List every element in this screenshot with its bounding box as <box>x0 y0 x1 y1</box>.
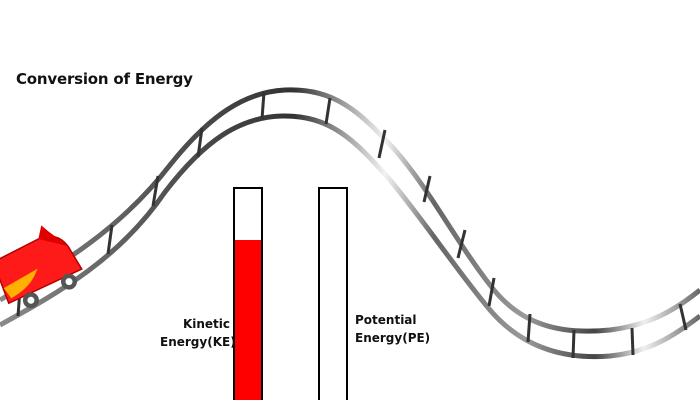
kinetic-energy-label-line1: Kinetic <box>182 317 230 331</box>
track-lower-rail <box>0 113 700 360</box>
page-title: Conversion of Energy <box>16 70 193 88</box>
kinetic-energy-fill <box>235 239 261 400</box>
kinetic-energy-label-line2: Energy(KE) <box>160 335 236 349</box>
potential-energy-label-line1: Potential <box>355 313 417 327</box>
track-upper-rail <box>0 87 700 334</box>
kinetic-energy-bar <box>233 187 263 400</box>
track-ties <box>16 91 688 359</box>
cart-stripe <box>3 268 38 299</box>
potential-energy-label-line2: Energy(PE) <box>355 331 431 345</box>
cart-rear-wheel-hub <box>27 296 35 304</box>
track <box>0 87 700 360</box>
kinetic-energy-label: Kinetic Energy(KE) <box>160 315 236 351</box>
cart-front <box>38 225 69 247</box>
cart-front-wheel-hub <box>65 278 73 286</box>
roller-coaster-cart <box>0 225 83 309</box>
potential-energy-bar <box>318 187 348 400</box>
potential-energy-label: Potential Energy(PE) <box>355 311 445 347</box>
